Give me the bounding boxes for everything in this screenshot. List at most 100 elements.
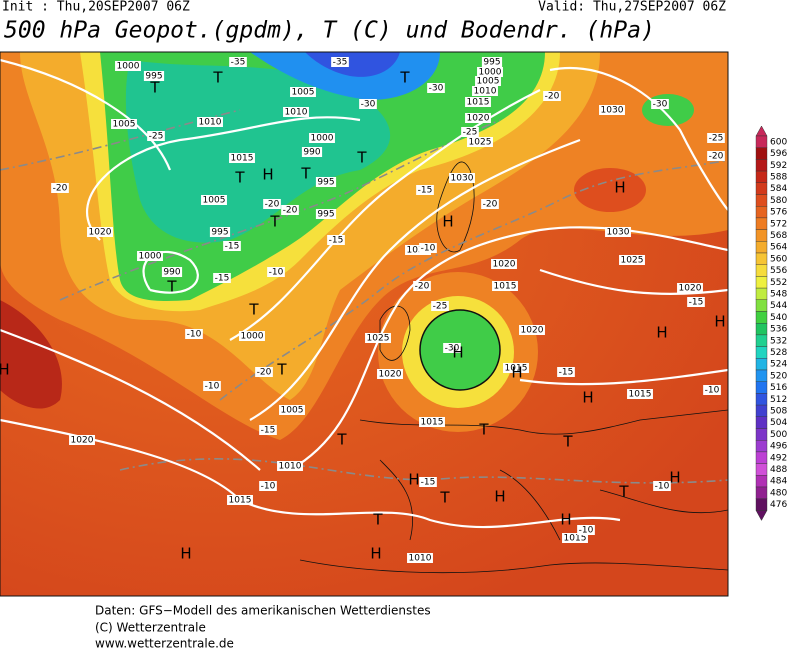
colorbar-swatch (755, 194, 768, 207)
pressure-system: T (356, 149, 367, 167)
colorbar-swatch (755, 252, 768, 265)
colorbar-swatch (755, 393, 768, 406)
colorbar-swatch (755, 205, 768, 219)
colorbar-label: 544 (770, 301, 787, 311)
colorbar-swatch (755, 381, 768, 394)
temperature-label-box (263, 199, 281, 209)
temperature-label-box (147, 131, 165, 141)
colorbar-label: 556 (770, 266, 787, 276)
isobar-label: 990 (303, 148, 320, 158)
pressure-system: T (562, 433, 573, 451)
pressure-system: H (656, 324, 667, 342)
colorbar-swatch (755, 311, 768, 324)
isobar-label: 1020 (89, 228, 112, 238)
colorbar-swatch (755, 369, 768, 382)
coastline (299, 161, 728, 574)
temperature-label-box (557, 367, 575, 377)
footer-source: Daten: GFS−Modell des amerikanischen Wet… (95, 604, 431, 618)
isobar-label-box (301, 147, 323, 157)
temperature-label-box (185, 329, 203, 339)
pressure-system: T (212, 69, 223, 87)
isobar-label: 1000 (479, 68, 502, 78)
colorbar-swatch (755, 334, 768, 347)
colorbar-swatch (755, 451, 768, 464)
colorbar-swatch (755, 498, 768, 511)
map-title: 500 hPa Geopot.(gpdm), T (C) und Bodendr… (4, 18, 655, 44)
pressure-system: H (0, 361, 10, 379)
colorbar-swatch (755, 428, 768, 441)
pressure-system: T (166, 278, 177, 296)
temperature-label-box (703, 385, 721, 395)
temperature-label: -10 (187, 330, 202, 340)
temperature-label-box (51, 183, 69, 193)
temperature-label-box (687, 297, 705, 307)
pressure-system: H (494, 488, 505, 506)
isobar-label-box (137, 251, 163, 261)
isobar-label: 1015 (467, 98, 490, 108)
isobar-label: 995 (145, 72, 162, 82)
colorbar-swatch (755, 147, 768, 160)
temperature-label: -15 (418, 186, 433, 196)
temperature-label: -15 (421, 478, 436, 488)
isobar-label-box (290, 87, 316, 97)
temperature-label: -35 (231, 58, 246, 68)
colorbar-label: 540 (770, 313, 787, 323)
isobar-label-box (627, 389, 653, 399)
temperature-label: -30 (653, 100, 668, 110)
isobar-label: 1020 (71, 436, 94, 446)
isobar-label-box (201, 195, 227, 205)
isobar-label-box (87, 227, 113, 237)
temperature-label-box (255, 367, 273, 377)
isobar-label-box (491, 259, 517, 269)
colorbar-swatch (755, 475, 768, 488)
map-area (0, 52, 728, 596)
temperature-label-box (259, 481, 277, 491)
temperature-label-box (707, 151, 725, 161)
isobar-label-box (481, 57, 503, 67)
isobar-label-box (492, 281, 518, 291)
temperature-label: -10 (261, 482, 276, 492)
temperature-label-box (213, 273, 231, 283)
isobar-label: 1005 (113, 120, 136, 130)
isobar-label-box (472, 86, 498, 96)
temperature-label: -30 (361, 100, 376, 110)
colorbar-label: 512 (770, 395, 787, 405)
temperature-label: -20 (265, 200, 280, 210)
colorbar-label: 568 (770, 231, 787, 241)
temperature-label: -20 (53, 184, 68, 194)
pressure-system: H (442, 213, 453, 231)
colorbar-swatch (755, 182, 768, 195)
isobar-label: 1000 (241, 332, 264, 342)
temperature-label-box (223, 241, 241, 251)
colorbar-label: 488 (770, 465, 787, 475)
temperature-label: -15 (261, 426, 276, 436)
colorbar-swatch (755, 135, 768, 148)
temperature-label-box (419, 477, 437, 487)
pressure-system: T (248, 301, 259, 319)
colorbar-label: 500 (770, 430, 787, 440)
temperature-label-box (359, 99, 377, 109)
colorbar-label: 596 (770, 149, 787, 159)
pressure-system: H (714, 313, 725, 331)
isobar-label: 1010 (285, 108, 308, 118)
footer-copyright: (C) Wetterzentrale (95, 621, 206, 635)
isobar-label-box (315, 209, 337, 219)
temperature-label: -35 (333, 58, 348, 68)
isobar-label: 1015 (505, 364, 528, 374)
temperature-label-box (481, 199, 499, 209)
isobar-label: 1025 (367, 334, 390, 344)
map-frame (0, 51, 729, 597)
temperature-label: -15 (559, 368, 574, 378)
temperature-label: -15 (225, 242, 240, 252)
isobar-label-box (69, 435, 95, 445)
isobar-label-box (475, 76, 501, 86)
colorbar-label: 600 (770, 137, 787, 147)
temperature-label-box (281, 205, 299, 215)
isobar-label: 1030 (607, 228, 630, 238)
colorbar-swatch (755, 358, 768, 371)
isobar-label-box (239, 331, 265, 341)
isobar-label: 1015 (229, 496, 252, 506)
colorbar-label: 496 (770, 442, 787, 452)
colorbar-label: 508 (770, 406, 787, 416)
